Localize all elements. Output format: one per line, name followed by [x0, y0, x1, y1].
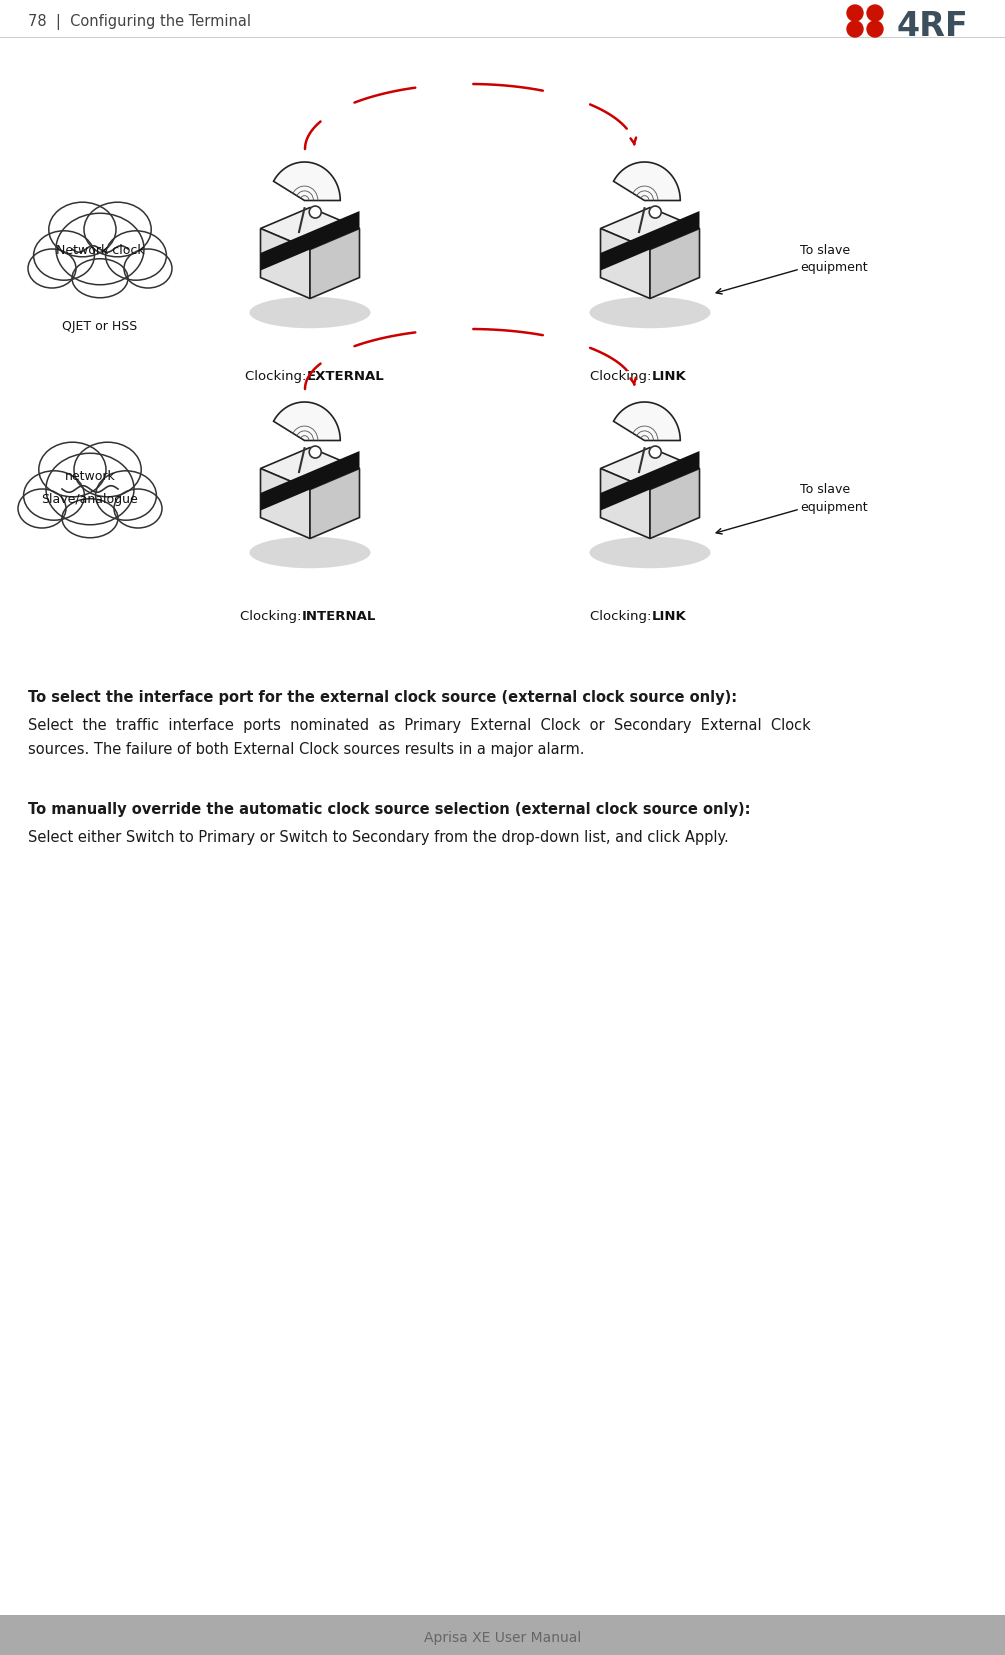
Text: Slave/analogue: Slave/analogue [41, 493, 139, 506]
Polygon shape [273, 162, 341, 202]
Ellipse shape [39, 444, 106, 498]
Polygon shape [310, 212, 360, 250]
Ellipse shape [590, 298, 711, 329]
Ellipse shape [249, 538, 371, 569]
Polygon shape [601, 233, 650, 271]
Ellipse shape [56, 213, 144, 286]
Text: To select the interface port for the external clock source (external clock sourc: To select the interface port for the ext… [28, 690, 737, 705]
Polygon shape [310, 230, 360, 300]
Ellipse shape [106, 232, 167, 281]
Circle shape [649, 207, 661, 218]
Text: Clocking:: Clocking: [590, 609, 655, 622]
Ellipse shape [49, 204, 116, 258]
Text: sources. The failure of both External Clock sources results in a major alarm.: sources. The failure of both External Cl… [28, 741, 585, 756]
Ellipse shape [72, 260, 128, 298]
Ellipse shape [124, 250, 172, 290]
Polygon shape [310, 470, 360, 540]
Polygon shape [601, 230, 650, 300]
Circle shape [310, 447, 322, 458]
Polygon shape [613, 402, 680, 442]
Polygon shape [260, 230, 310, 300]
FancyBboxPatch shape [0, 1615, 1005, 1655]
Polygon shape [310, 452, 360, 490]
Polygon shape [650, 452, 699, 490]
Circle shape [847, 22, 863, 38]
Polygon shape [650, 470, 699, 540]
Text: To manually override the automatic clock source selection (external clock source: To manually override the automatic clock… [28, 801, 751, 816]
Text: To slave: To slave [800, 483, 850, 496]
Polygon shape [260, 449, 360, 490]
Ellipse shape [84, 204, 151, 258]
Text: EXTERNAL: EXTERNAL [307, 369, 385, 382]
Polygon shape [601, 209, 699, 250]
Polygon shape [273, 402, 341, 442]
Ellipse shape [95, 472, 157, 521]
Ellipse shape [249, 298, 371, 329]
Polygon shape [650, 212, 699, 250]
Text: Network clock: Network clock [55, 243, 145, 257]
Polygon shape [260, 209, 360, 250]
Text: LINK: LINK [652, 369, 686, 382]
Polygon shape [601, 470, 650, 540]
Polygon shape [601, 473, 650, 511]
Ellipse shape [28, 250, 76, 290]
Text: equipment: equipment [800, 261, 867, 275]
Text: Clocking:: Clocking: [590, 369, 655, 382]
Polygon shape [601, 449, 699, 490]
Ellipse shape [46, 453, 134, 525]
Ellipse shape [18, 490, 66, 528]
Text: LINK: LINK [652, 609, 686, 622]
Polygon shape [260, 470, 310, 540]
Polygon shape [260, 233, 310, 271]
Ellipse shape [62, 500, 118, 538]
Text: Select either Switch to Primary or Switch to Secondary from the drop-down list, : Select either Switch to Primary or Switc… [28, 829, 729, 844]
Text: network: network [64, 470, 116, 483]
Polygon shape [260, 473, 310, 511]
Text: QJET or HSS: QJET or HSS [62, 319, 138, 333]
Text: INTERNAL: INTERNAL [302, 609, 377, 622]
Ellipse shape [23, 472, 84, 521]
Text: Clocking:: Clocking: [240, 609, 306, 622]
Circle shape [867, 7, 883, 22]
Circle shape [310, 207, 322, 218]
Circle shape [847, 7, 863, 22]
Text: 4RF: 4RF [897, 10, 969, 43]
Polygon shape [650, 230, 699, 300]
Ellipse shape [590, 538, 711, 569]
Text: Aprisa XE User Manual: Aprisa XE User Manual [424, 1630, 581, 1643]
Circle shape [867, 22, 883, 38]
Ellipse shape [33, 232, 94, 281]
Text: equipment: equipment [800, 501, 867, 515]
Text: 78  |  Configuring the Terminal: 78 | Configuring the Terminal [28, 13, 251, 30]
Ellipse shape [74, 444, 141, 498]
Polygon shape [613, 162, 680, 202]
Text: To slave: To slave [800, 243, 850, 257]
Text: Clocking:: Clocking: [245, 369, 311, 382]
Ellipse shape [114, 490, 162, 528]
Circle shape [649, 447, 661, 458]
Text: Select  the  traffic  interface  ports  nominated  as  Primary  External  Clock : Select the traffic interface ports nomin… [28, 718, 811, 733]
